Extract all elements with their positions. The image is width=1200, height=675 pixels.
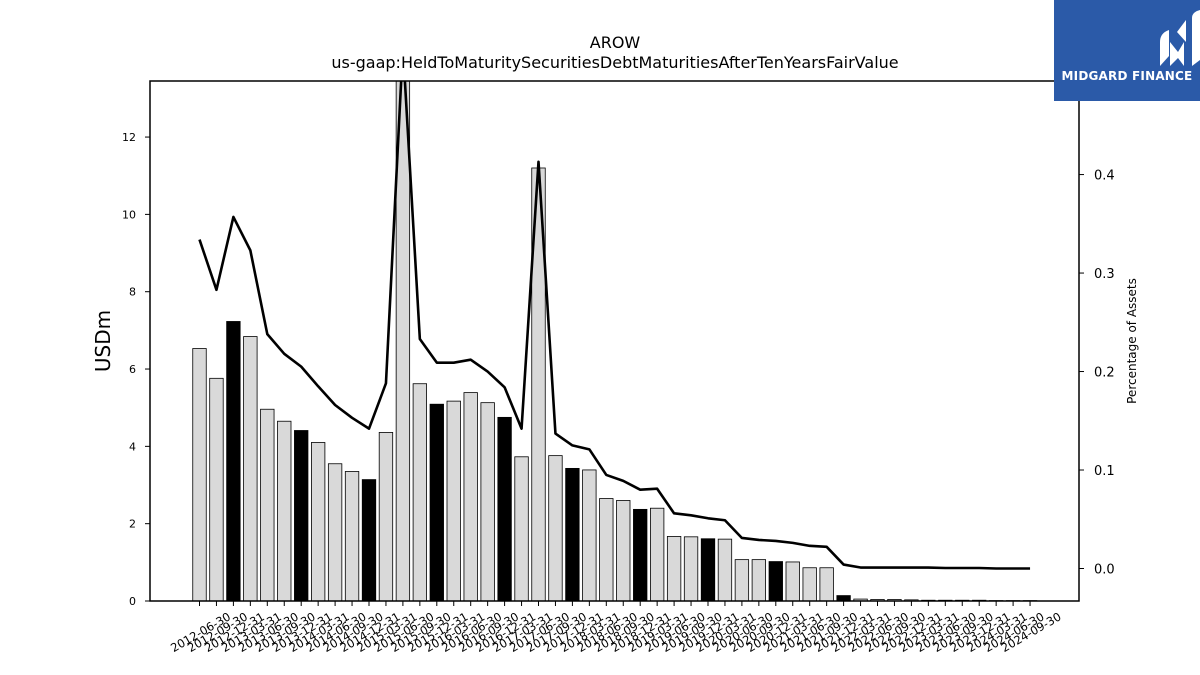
bar bbox=[260, 408, 275, 601]
y2-tick-label: 0.3 bbox=[1094, 267, 1115, 282]
plot-frame bbox=[149, 80, 1080, 602]
y2-tick-label: 0.1 bbox=[1094, 464, 1115, 479]
bar bbox=[344, 471, 360, 601]
bar bbox=[209, 377, 224, 601]
bar bbox=[717, 538, 733, 601]
bar bbox=[836, 595, 851, 601]
line-layer bbox=[198, 81, 1031, 570]
chart-subtitle: us-gaap:HeldToMaturitySecuritiesDebtMatu… bbox=[331, 53, 898, 72]
bar bbox=[446, 400, 461, 601]
y-tick-label: 0 bbox=[129, 595, 136, 608]
bar bbox=[633, 508, 648, 601]
bar bbox=[480, 402, 495, 601]
bar bbox=[599, 498, 614, 601]
y-tick-label: 10 bbox=[122, 208, 136, 221]
y-tick-label: 6 bbox=[129, 363, 136, 376]
bar bbox=[310, 442, 326, 601]
bar bbox=[327, 463, 343, 601]
bar bbox=[565, 467, 580, 601]
bar bbox=[887, 599, 902, 601]
bar bbox=[378, 432, 394, 601]
bar bbox=[616, 500, 631, 601]
y-tick-label: 8 bbox=[129, 286, 136, 299]
logo-mark-icon bbox=[1160, 10, 1200, 66]
bar bbox=[650, 507, 665, 601]
bar bbox=[785, 561, 800, 601]
y2-tick-label: 0.0 bbox=[1094, 563, 1115, 578]
bar bbox=[514, 456, 529, 601]
bar bbox=[734, 559, 750, 601]
y2-tick-label: 0.2 bbox=[1094, 366, 1115, 381]
bar bbox=[870, 599, 885, 601]
assets-pct-line bbox=[198, 81, 1031, 570]
bar bbox=[751, 559, 766, 601]
bar bbox=[683, 536, 699, 601]
bar bbox=[429, 403, 444, 601]
bar bbox=[582, 469, 597, 601]
bars-layer bbox=[192, 81, 1038, 601]
y-tick-label: 2 bbox=[129, 518, 136, 531]
bar bbox=[700, 538, 716, 601]
bar bbox=[395, 81, 411, 601]
y-tick-label: 4 bbox=[129, 440, 136, 453]
bar bbox=[192, 348, 207, 601]
bar bbox=[277, 420, 292, 601]
bar bbox=[497, 416, 512, 601]
bar bbox=[548, 455, 563, 601]
bar bbox=[819, 567, 834, 601]
bar bbox=[243, 336, 258, 601]
bar bbox=[294, 430, 309, 601]
bar bbox=[226, 321, 241, 601]
y-axis-label: USDm bbox=[91, 310, 115, 372]
bar bbox=[768, 561, 783, 601]
y2-tick-label: 0.4 bbox=[1094, 169, 1115, 184]
bar bbox=[802, 567, 817, 601]
logo-text: MIDGARD FINANCE bbox=[1061, 69, 1193, 83]
bar bbox=[463, 392, 478, 601]
tick-layer: 0246810120.00.10.20.30.42012-06-302012-0… bbox=[122, 131, 1115, 655]
bar bbox=[666, 536, 682, 601]
chart-title: AROW bbox=[590, 33, 641, 52]
midgard-finance-logo: MIDGARD FINANCE bbox=[1054, 0, 1200, 101]
bar bbox=[412, 383, 428, 601]
bar bbox=[361, 479, 377, 601]
y2-axis-label: Percentage of Assets bbox=[1125, 278, 1139, 404]
y-tick-label: 12 bbox=[122, 131, 136, 144]
